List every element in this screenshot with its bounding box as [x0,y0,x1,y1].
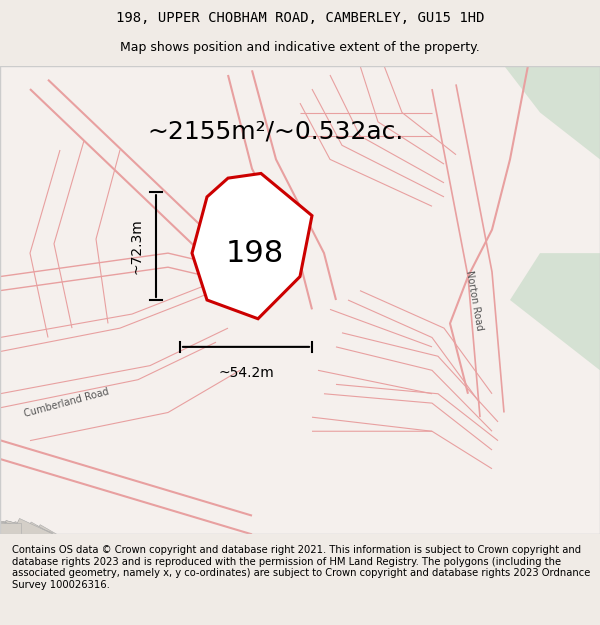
Polygon shape [504,66,600,159]
Bar [9,521,53,559]
Bar [1,522,46,552]
Text: ~2155m²/~0.532ac.: ~2155m²/~0.532ac. [148,119,404,143]
Bar [17,522,73,571]
Bar [1,522,46,552]
Text: 198: 198 [226,239,284,268]
Text: Cumberland Road: Cumberland Road [22,387,110,419]
Bar [0,525,18,544]
Text: Norton Road: Norton Road [464,269,484,331]
Bar [0,525,18,544]
Text: 198, UPPER CHOBHAM ROAD, CAMBERLEY, GU15 1HD: 198, UPPER CHOBHAM ROAD, CAMBERLEY, GU15… [116,11,484,26]
Text: ~72.3m: ~72.3m [130,218,144,274]
Bar [0,525,18,544]
Bar [1,522,46,552]
Bar [0,521,47,554]
Bar [3,521,44,553]
Bar [22,525,68,568]
Polygon shape [510,253,600,370]
Bar [0,525,18,544]
Bar [0,525,18,544]
Bar [1,522,46,552]
Bar [0,521,30,548]
Bar [24,524,66,568]
Bar [0,521,30,548]
Text: ~54.2m: ~54.2m [218,366,274,379]
Bar [19,524,71,569]
Bar [21,526,69,567]
Bar [21,526,69,567]
Polygon shape [192,173,312,319]
Bar [0,525,18,544]
Bar [34,532,82,578]
Bar [0,525,18,544]
Bar [7,522,55,558]
Bar [0,522,21,546]
Bar [8,519,68,567]
Bar [0,521,38,551]
Text: Map shows position and indicative extent of the property.: Map shows position and indicative extent… [120,41,480,54]
FancyBboxPatch shape [0,66,600,534]
Bar [0,521,38,551]
Bar [0,521,47,554]
Text: Contains OS data © Crown copyright and database right 2021. This information is : Contains OS data © Crown copyright and d… [12,545,590,590]
Bar [0,525,18,544]
Bar [1,522,46,552]
